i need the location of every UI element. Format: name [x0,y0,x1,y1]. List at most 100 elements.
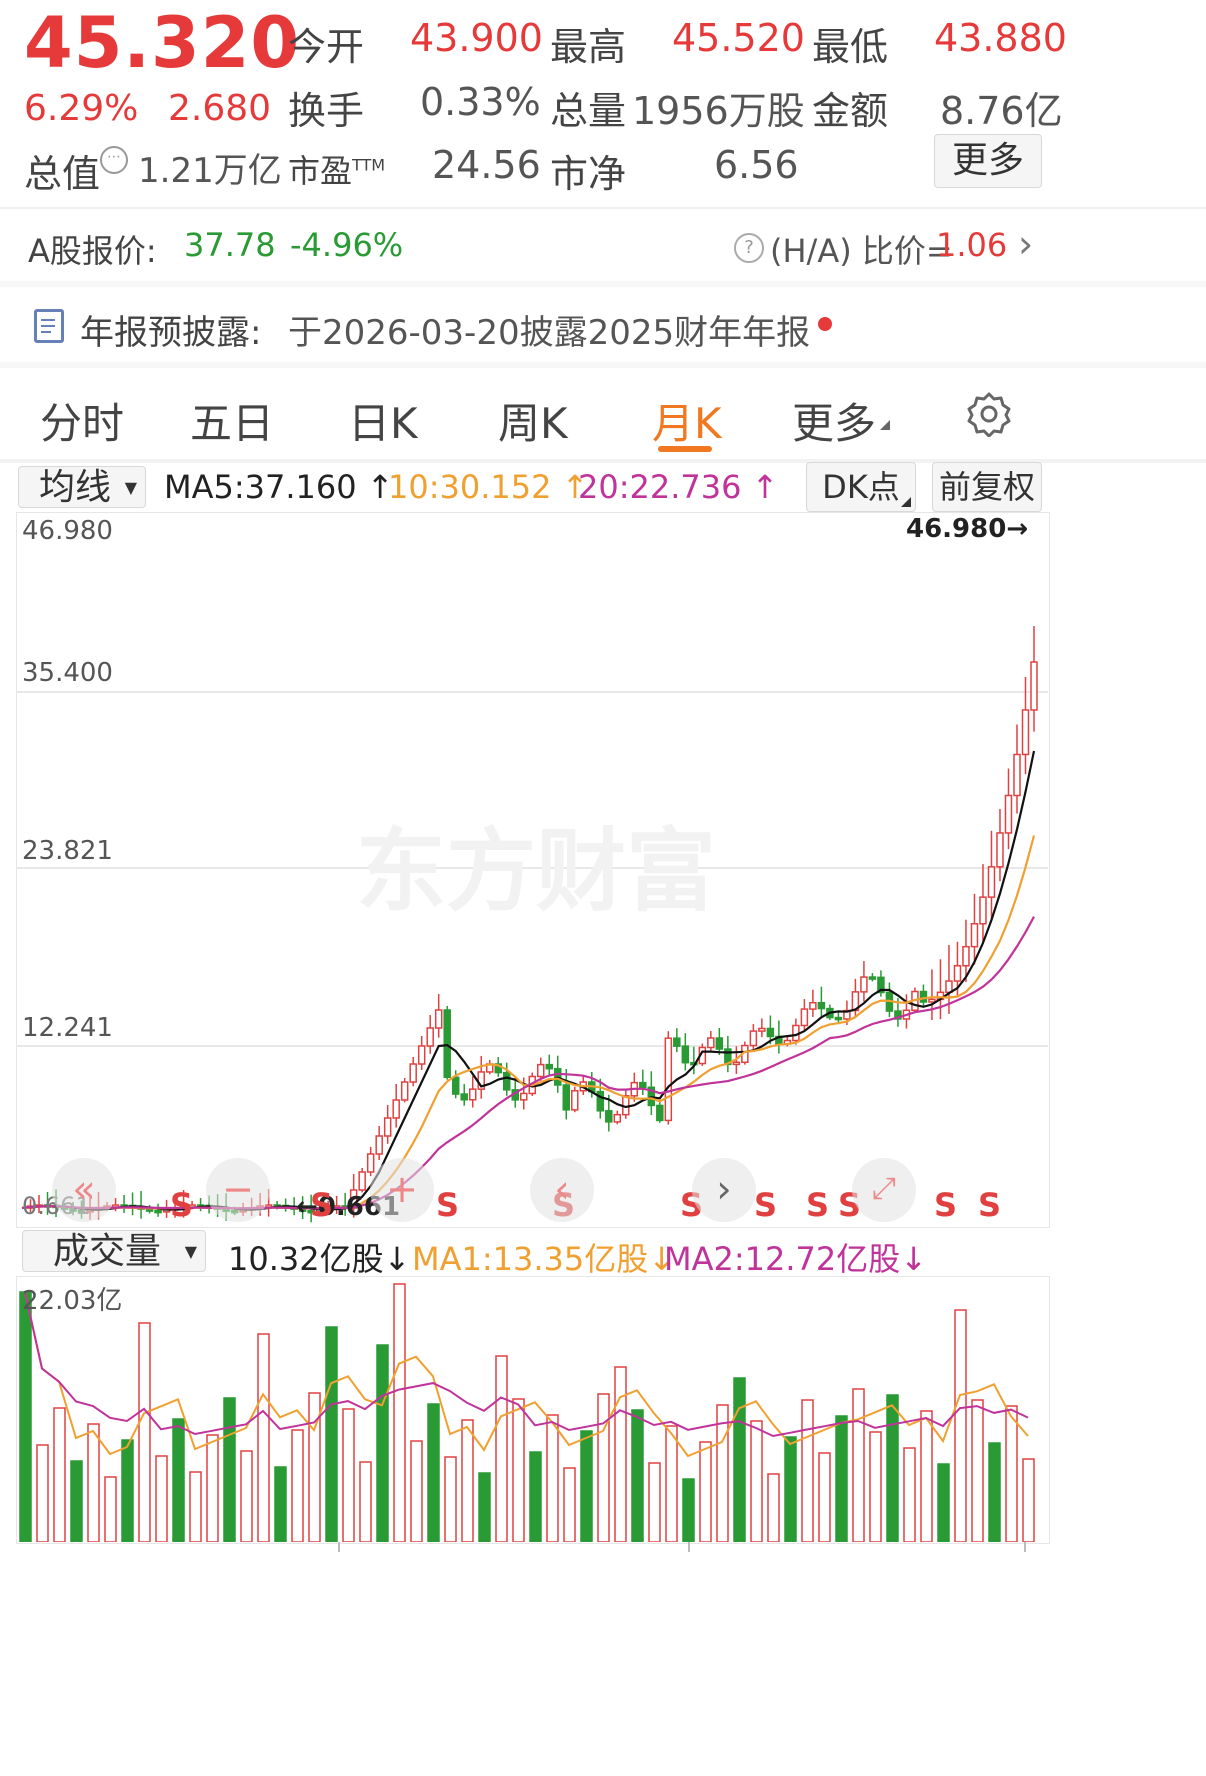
volume-bar [784,1436,797,1542]
settings-gear-icon[interactable] [966,391,1012,441]
volume-bar [376,1344,389,1542]
down-arrow-icon: ↓ [383,1240,411,1278]
ma20-value: 20:22.736 [578,468,742,506]
document-icon [34,309,64,343]
candle-body [571,1090,579,1111]
tab-intraday[interactable]: 分时 [40,399,125,448]
volume-ma2: MA2:12.72亿股 [664,1240,901,1278]
volume-bar [53,1407,66,1542]
annual-report-text[interactable]: 于2026-03-20披露2025财年年报 [288,313,811,353]
volume-bar [70,1460,83,1542]
amount-label: 金额 [812,89,889,133]
volume-bar [36,1444,49,1542]
help-icon[interactable]: ? [734,233,764,263]
annual-report-label: 年报预披露: [80,313,262,353]
candle-body [383,1117,392,1137]
dk-point-button[interactable]: DK点 [806,462,916,512]
fullscreen-button[interactable]: ⤢ [852,1158,916,1222]
tab-five-day[interactable]: 五日 [190,399,275,448]
volume-ma1: MA1:13.35亿股 [412,1240,649,1278]
tab-monthly-k[interactable]: 月K [652,399,722,448]
zoom-out-button[interactable]: − [206,1158,270,1222]
low-value: 43.880 [934,16,1067,60]
tab-weekly-k[interactable]: 周K [498,399,568,448]
candle-body [562,1084,571,1111]
kline-chart[interactable]: 东方财富 [16,512,1048,1226]
candle-body [443,1009,451,1079]
scroll-start-button[interactable]: « [52,1158,116,1222]
more-button[interactable]: 更多 [934,134,1042,188]
volume-bar [223,1397,236,1542]
candle-body [664,1037,673,1122]
sell-signal-marker: S [310,1186,334,1224]
candle-body [894,1010,902,1020]
volume-bar [648,1462,661,1542]
ma5-up-arrow-icon: ↑ [356,468,394,506]
volume-bar [716,1404,729,1542]
tab-daily-k[interactable]: 日K [348,399,418,448]
candle-body [460,1093,468,1101]
volume-bar [274,1466,287,1542]
volume-bars-group [19,1283,1035,1542]
candle-body [834,1016,843,1021]
volume-bar [325,1326,338,1542]
volume-bar [121,1439,134,1542]
volume-bar [444,1456,457,1542]
volume-chart[interactable] [16,1276,1048,1542]
volume-bar [682,1478,695,1542]
candle-body [366,1153,375,1173]
volume-bar [886,1394,899,1542]
volume-bar [1022,1458,1035,1542]
candle-body [1030,661,1038,711]
candle-body [656,1104,664,1122]
scroll-right-button[interactable]: › [692,1158,756,1222]
info-icon[interactable]: ⋯ [100,146,128,174]
ma-lines-group [21,750,1036,1211]
arrow-left-icon: ← [296,1192,318,1222]
volume-bar [410,1440,423,1542]
volume-bar [665,1425,678,1542]
adjust-price-button[interactable]: 前复权 [932,462,1042,512]
down-arrow-icon: ↓ [648,1240,676,1278]
ma-selector[interactable]: 均线 ▼ [18,466,146,508]
chevron-right-icon[interactable]: › [1018,222,1034,266]
volume-bar [172,1418,185,1542]
scroll-left-button[interactable]: ‹ [530,1158,594,1222]
zoom-in-button[interactable]: + [370,1158,434,1222]
candle-body [809,1001,817,1010]
volume-chart-panel[interactable] [16,1276,1050,1544]
a-share-label: A股报价: [28,232,157,270]
candle-body [996,832,1004,868]
candle-body [451,1076,460,1095]
candle-body [1021,709,1030,756]
volume-ma-lines-group [24,1291,1029,1458]
volume-bar [937,1463,950,1542]
volume-bar [87,1423,100,1542]
open-label: 今开 [288,25,365,69]
ha-ratio-value: 1.06 [936,226,1008,264]
candle-body [877,976,885,994]
candle-body [545,1063,554,1070]
turnover-value: 0.33% [420,80,541,124]
volume-bar [563,1467,576,1542]
pe-label: 市盈TTM [288,146,385,192]
kline-chart-panel[interactable] [16,512,1050,1228]
amount-value: 8.76亿 [940,89,1063,133]
volume-selector-label: 成交量 [53,1231,162,1272]
pe-ttm-sup: TTM [352,155,386,175]
dropdown-arrow-icon: ▼ [124,478,137,497]
candle-body [468,1088,477,1101]
tab-more[interactable]: 更多 [792,399,877,448]
candle-body [673,1037,681,1047]
volume-bar [155,1455,168,1542]
candle-body [800,1008,809,1027]
candle-body [392,1099,400,1119]
sell-signal-marker: S [934,1186,958,1224]
volume-bar [104,1476,117,1542]
candle-body [766,1027,775,1038]
volume-bar [359,1461,372,1542]
volume-selector[interactable]: 成交量 ▼ [22,1230,206,1272]
sell-signal-marker: S [978,1186,1002,1224]
candle-body [358,1171,366,1191]
a-share-price: 37.78 [184,226,276,264]
